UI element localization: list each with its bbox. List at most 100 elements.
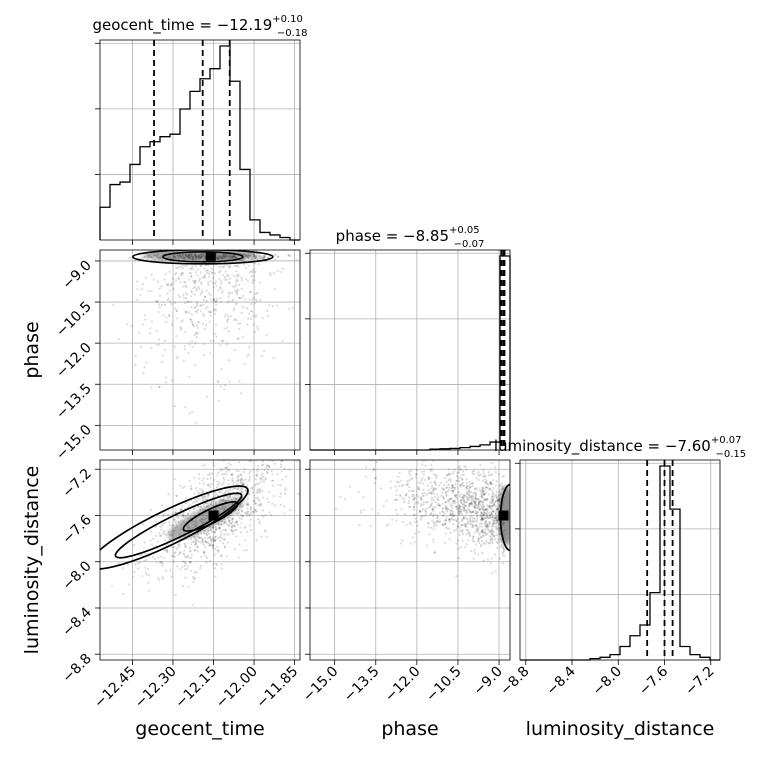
scatter-point <box>212 298 216 301</box>
scatter-point <box>486 533 489 536</box>
scatter-point <box>215 335 218 338</box>
scatter-point <box>249 506 252 509</box>
scatter-point <box>473 505 477 508</box>
scatter-point <box>471 539 474 543</box>
scatter-point <box>237 474 240 477</box>
scatter-point <box>485 486 489 489</box>
scatter-point <box>235 535 238 538</box>
scatter-point <box>396 498 399 501</box>
scatter-point <box>202 298 206 301</box>
scatter-point <box>500 543 503 547</box>
scatter-point <box>164 339 167 342</box>
x-tick-label: −11.85 <box>253 664 301 712</box>
scatter-point <box>209 352 212 355</box>
scatter-point <box>248 477 251 481</box>
scatter-point <box>169 283 172 286</box>
scatter-point <box>244 478 247 481</box>
scatter-point <box>162 314 165 317</box>
scatter-point <box>227 468 230 471</box>
scatter-point <box>257 498 260 501</box>
scatter-point <box>420 498 423 501</box>
panel-frame-luminosity-distance-luminosity-distance <box>519 459 721 661</box>
x-tick-label: −13.5 <box>341 664 383 706</box>
scatter-point <box>464 509 467 512</box>
scatter-point <box>291 306 295 309</box>
scatter-point <box>484 530 487 533</box>
scatter-point <box>462 496 465 499</box>
scatter-point <box>227 524 230 528</box>
scatter-point <box>183 549 186 552</box>
scatter-point <box>245 511 248 514</box>
scatter-point <box>444 519 448 522</box>
scatter-point <box>231 480 234 483</box>
scatter-point <box>181 267 184 270</box>
scatter-point <box>462 529 465 532</box>
scatter-point <box>181 514 185 517</box>
scatter-point <box>459 468 462 471</box>
scatter-point <box>440 491 444 495</box>
scatter-point <box>478 501 481 504</box>
scatter-point <box>184 576 187 579</box>
scatter-point <box>220 533 223 536</box>
scatter-point <box>226 541 229 544</box>
scatter-point <box>210 503 213 506</box>
scatter-point <box>160 560 163 564</box>
scatter-point <box>214 300 217 303</box>
scatter-point <box>493 520 496 523</box>
scatter-point <box>260 464 264 467</box>
scatter-point <box>173 551 176 555</box>
scatter-point <box>258 257 262 260</box>
scatter-point <box>268 511 271 514</box>
scatter-point <box>473 487 476 490</box>
scatter-point <box>436 498 439 501</box>
scatter-point <box>472 510 475 514</box>
scatter-point <box>468 510 472 514</box>
scatter-point <box>460 529 463 532</box>
density-core <box>167 498 244 539</box>
scatter-point <box>170 575 173 579</box>
scatter-point <box>445 507 449 510</box>
scatter-point <box>492 531 495 534</box>
scatter-point <box>288 468 291 471</box>
scatter-point <box>186 293 189 296</box>
scatter-point <box>208 544 211 547</box>
scatter-point <box>460 508 463 511</box>
scatter-point <box>295 258 298 261</box>
scatter-point <box>211 546 214 550</box>
scatter-point <box>481 496 485 499</box>
scatter-point <box>253 331 256 334</box>
scatter-point <box>495 497 498 500</box>
scatter-point <box>250 302 253 306</box>
y-tick-label: −8.4 <box>59 604 94 639</box>
scatter-point <box>172 277 175 281</box>
scatter-point <box>413 496 416 499</box>
scatter-point <box>462 482 465 485</box>
scatter-point <box>177 553 180 556</box>
scatter-point <box>250 513 253 516</box>
scatter-point <box>310 474 312 476</box>
scatter-point <box>444 501 447 504</box>
scatter-point <box>482 475 485 478</box>
scatter-point <box>203 496 206 499</box>
scatter-point <box>432 521 435 524</box>
scatter-point <box>203 463 206 466</box>
scatter-point <box>494 512 497 515</box>
scatter-point <box>491 541 494 545</box>
scatter-point <box>460 513 463 516</box>
scatter-point <box>478 499 481 503</box>
scatter-point <box>191 322 194 326</box>
scatter-point <box>443 541 446 544</box>
scatter-point <box>203 506 206 509</box>
scatter-point <box>188 550 191 553</box>
scatter-point <box>501 546 505 550</box>
scatter-point <box>481 486 485 489</box>
scatter-point <box>161 577 165 581</box>
scatter-point <box>179 326 182 329</box>
scatter-point <box>191 267 195 270</box>
scatter-point <box>245 512 249 515</box>
scatter-point <box>490 538 493 541</box>
scatter-point <box>451 472 454 475</box>
scatter-point <box>447 500 450 504</box>
scatter-point <box>188 479 191 482</box>
scatter-point <box>483 474 486 478</box>
